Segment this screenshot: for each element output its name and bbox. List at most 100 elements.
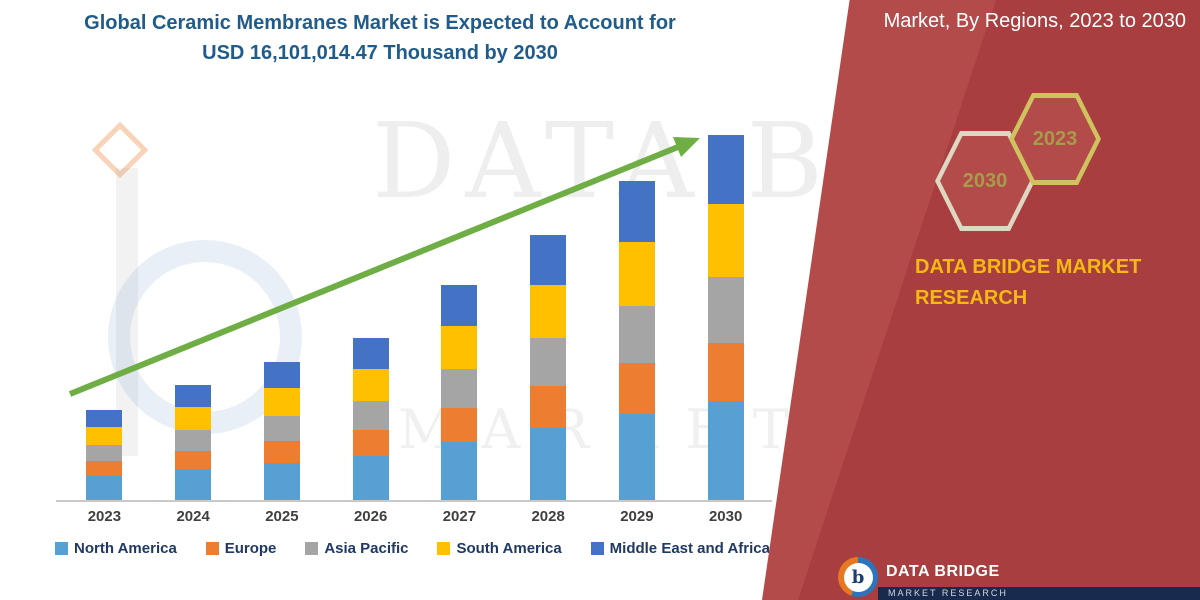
bar-segment-middle-east-and-africa [618,181,655,242]
bar-segment-europe [441,408,478,442]
bar-segment-asia-pacific [441,369,478,408]
legend-item: North America [55,540,177,557]
bar-segment-middle-east-and-africa [175,385,212,407]
x-axis-line [56,500,772,502]
legend-item: Middle East and Africa [590,540,770,557]
stacked-bar-2026 [352,338,389,500]
bar-segment-europe [175,451,212,469]
x-axis-label: 2028 [531,508,565,525]
stacked-bar-2024 [175,385,212,500]
legend-item: Europe [205,540,277,557]
footer-strip [878,587,1200,600]
legend-label: Europe [224,540,277,557]
stacked-bar-2025 [263,362,300,500]
legend-label: Middle East and Africa [609,540,770,557]
bar-segment-north-america [530,428,567,500]
bar-column [149,130,238,500]
bar-segment-europe [352,430,389,456]
bar-segment-south-america [707,204,744,277]
x-axis-label: 2027 [442,508,477,525]
footer-sub-brand: MARKET RESEARCH [888,588,1008,598]
data-bridge-logo-icon: b [838,557,878,597]
trend-arrow-head [673,137,700,157]
chart-title-line1: Global Ceramic Membranes Market is Expec… [84,12,676,34]
bar-segment-south-america [352,369,389,401]
bar-segment-asia-pacific [86,445,123,461]
bar-segment-middle-east-and-africa [530,235,567,285]
x-axis-label: 2023 [87,508,122,525]
bar-segment-europe [86,461,123,476]
bar-segment-asia-pacific [352,401,389,430]
legend-item: Asia Pacific [305,540,409,557]
footer-brand-name: DATA BRIDGE [886,563,1000,580]
legend-swatch [590,542,604,555]
bar-segment-middle-east-and-africa [263,362,300,388]
bar-segment-north-america [352,456,389,500]
bar-segment-north-america [707,401,744,500]
bar-segment-south-america [530,285,567,338]
bar-segment-asia-pacific [618,306,655,363]
bar-column [238,130,327,500]
bar-column [593,130,682,500]
bar-segment-europe [263,441,300,463]
bar-segment-north-america [86,476,123,500]
hexagon-2030-label: 2030 [962,169,1008,192]
stacked-bar-2030 [707,135,744,500]
x-axis-labels: 2023 2024 2025 2026 2027 2028 2029 2030 [60,508,770,525]
stacked-bar-2029 [618,181,655,500]
x-axis-label: 2030 [708,508,743,525]
bar-column [326,130,415,500]
legend-swatch [205,542,219,555]
brand-text-line1: DATA BRIDGE MARKET [915,256,1142,278]
bar-segment-middle-east-and-africa [352,338,389,369]
bar-column [60,130,149,500]
legend-swatch [437,542,451,555]
bar-segment-asia-pacific [707,277,744,343]
x-axis-label: 2026 [353,508,388,525]
bar-segment-south-america [441,326,478,369]
stacked-bar-2028 [530,235,567,500]
bar-segment-north-america [263,463,300,500]
x-axis-label: 2029 [620,508,654,525]
bar-column [504,130,593,500]
stacked-bar-2023 [86,410,123,500]
x-axis-label: 2025 [265,508,299,525]
bar-segment-middle-east-and-africa [441,285,478,326]
panel-title: Market, By Regions, 2023 to 2030 [883,10,1186,32]
bar-segment-south-america [618,242,655,306]
bar-segment-asia-pacific [175,430,212,451]
bar-segment-asia-pacific [530,338,567,386]
trend-arrow-line [68,144,680,397]
bar-segment-middle-east-and-africa [707,135,744,204]
bar-segment-south-america [263,388,300,416]
x-axis-label: 2024 [176,508,210,525]
legend-label: Asia Pacific [324,540,409,557]
bar-segment-north-america [441,442,478,500]
bar-segment-south-america [175,407,212,430]
chart-legend: North America Europe Asia Pacific South Ame… [55,540,770,557]
brand-text-line2: RESEARCH [915,287,1028,309]
stacked-bar-2027 [441,285,478,500]
bar-column [415,130,504,500]
bar-segment-europe [618,363,655,414]
bar-chart [60,130,770,500]
hexagon-2023-label: 2023 [1032,127,1078,150]
legend-swatch [55,542,68,555]
brand-text: DATA BRIDGE MARKET RESEARCH [915,252,1141,314]
chart-title: Global Ceramic Membranes Market is Expec… [40,8,720,68]
bar-segment-asia-pacific [263,416,300,441]
legend-swatch [305,542,319,555]
trend-arrow [68,137,700,397]
bar-column [681,130,770,500]
hexagon-2030: 2030 [935,131,1035,231]
bar-segment-europe [530,386,567,428]
bar-segment-north-america [618,414,655,500]
bar-segment-north-america [175,469,212,500]
bar-segment-middle-east-and-africa [86,410,123,427]
legend-label: South America [456,540,562,557]
chart-title-line2: USD 16,101,014.47 Thousand by 2030 [202,42,558,64]
hexagon-2023: 2023 [1009,93,1101,185]
bar-segment-europe [707,343,744,401]
legend-label: North America [74,540,177,557]
